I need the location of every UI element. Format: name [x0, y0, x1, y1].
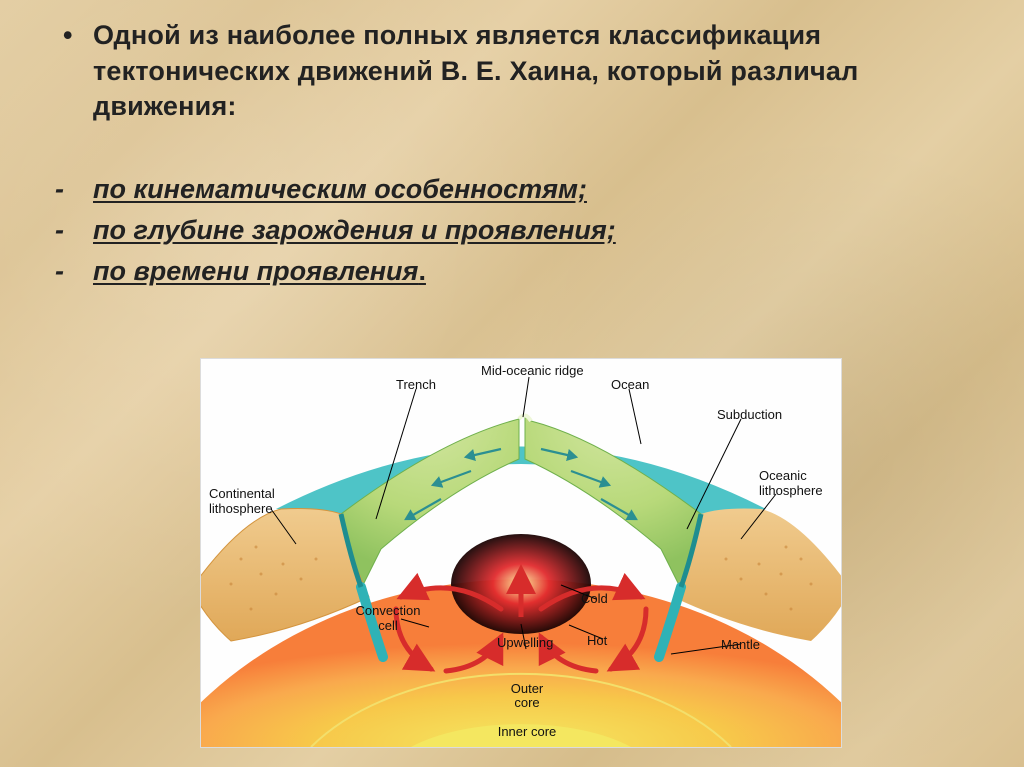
label-upwelling: Upwelling: [497, 635, 553, 650]
tectonics-diagram: Trench Mid-oceanic ridge Ocean Subductio…: [200, 358, 842, 748]
label-mantle: Mantle: [721, 637, 760, 652]
label-outer-core: Outer core: [497, 682, 557, 711]
sub-list: по кинематическим особенностям; по глуби…: [55, 169, 984, 292]
label-inner-core: Inner core: [497, 725, 557, 739]
label-cold: Cold: [581, 591, 608, 606]
sub-item-3: по времени проявления.: [55, 251, 984, 292]
label-convection-cell: Convection cell: [349, 604, 427, 634]
main-bullet: Одной из наиболее полных является класси…: [55, 18, 984, 125]
label-oceanic-lithosphere: Oceanic lithosphere: [759, 469, 839, 499]
label-continental-lithosphere: Continental lithosphere: [209, 487, 289, 517]
label-subduction: Subduction: [717, 407, 782, 422]
label-mid-ridge: Mid-oceanic ridge: [481, 363, 584, 378]
sub-item-2: по глубине зарождения и проявления;: [55, 210, 984, 251]
label-ocean: Ocean: [611, 377, 649, 392]
sub-item-1: по кинематическим особенностям;: [55, 169, 984, 210]
label-trench: Trench: [396, 377, 436, 392]
label-hot: Hot: [587, 633, 607, 648]
